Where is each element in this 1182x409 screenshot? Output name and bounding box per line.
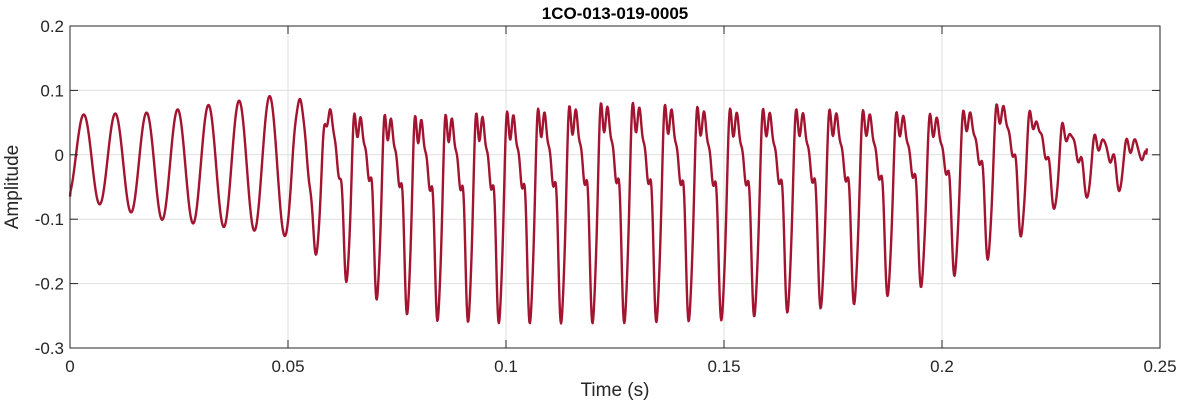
y-axis-label: Amplitude: [2, 145, 23, 230]
waveform-series-line: [68, 94, 1149, 325]
y-tick-label: -0.2: [35, 275, 64, 294]
x-tick-label: 0.15: [707, 357, 740, 376]
chart-title: 1CO-013-019-0005: [542, 4, 688, 23]
x-tick-label: 0.2: [930, 357, 954, 376]
x-axis-label: Time (s): [581, 380, 650, 401]
tick-layer: 0 0.05 0.1 0.15 0.2 0.25 -0.3 -0.2 -0.1 0 0.1 0.2: [35, 17, 1177, 376]
x-tick-label: 0.05: [271, 357, 304, 376]
plot-frame: [69, 25, 1161, 349]
grid-layer: [69, 25, 1161, 349]
series-layer: [68, 94, 1149, 325]
x-tick-label: 0.25: [1143, 357, 1176, 376]
y-tick-label: -0.3: [35, 339, 64, 358]
y-tick-label: -0.1: [35, 210, 64, 229]
y-tick-label: 0.2: [40, 17, 64, 36]
y-tick-label: 0: [55, 146, 64, 165]
x-tick-label: 0.1: [494, 357, 518, 376]
y-tick-label: 0.1: [40, 81, 64, 100]
x-tick-label: 0: [65, 357, 74, 376]
